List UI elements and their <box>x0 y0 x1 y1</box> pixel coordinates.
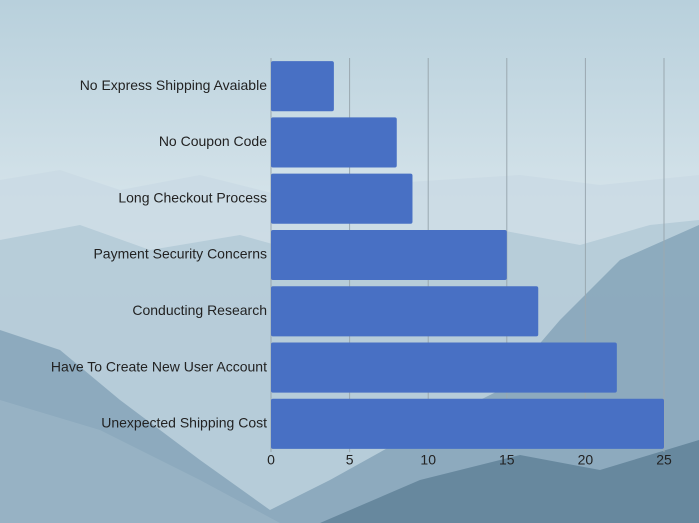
y-tick-label: Long Checkout Process <box>118 189 267 205</box>
bar <box>271 117 397 168</box>
y-tick-label: Unexpected Shipping Cost <box>101 415 267 431</box>
y-tick-label: Payment Security Concerns <box>93 246 267 262</box>
bar <box>271 173 413 224</box>
y-tick-label: Conducting Research <box>132 302 267 318</box>
x-tick-label: 15 <box>499 452 515 468</box>
x-tick-label: 20 <box>578 452 594 468</box>
y-tick-label: Have To Create New User Account <box>51 358 267 374</box>
bar <box>271 286 539 337</box>
x-tick-label: 10 <box>420 452 436 468</box>
bar <box>271 61 334 112</box>
x-tick-label: 5 <box>346 452 354 468</box>
y-tick-label: No Coupon Code <box>159 133 267 149</box>
mountain-front <box>320 440 699 523</box>
x-tick-label: 25 <box>656 452 672 468</box>
bar <box>271 398 664 449</box>
x-tick-label: 0 <box>267 452 275 468</box>
mountain-left <box>0 400 280 523</box>
bar <box>271 229 507 281</box>
y-tick-label: No Express Shipping Avaiable <box>80 77 268 93</box>
bar <box>271 342 617 393</box>
